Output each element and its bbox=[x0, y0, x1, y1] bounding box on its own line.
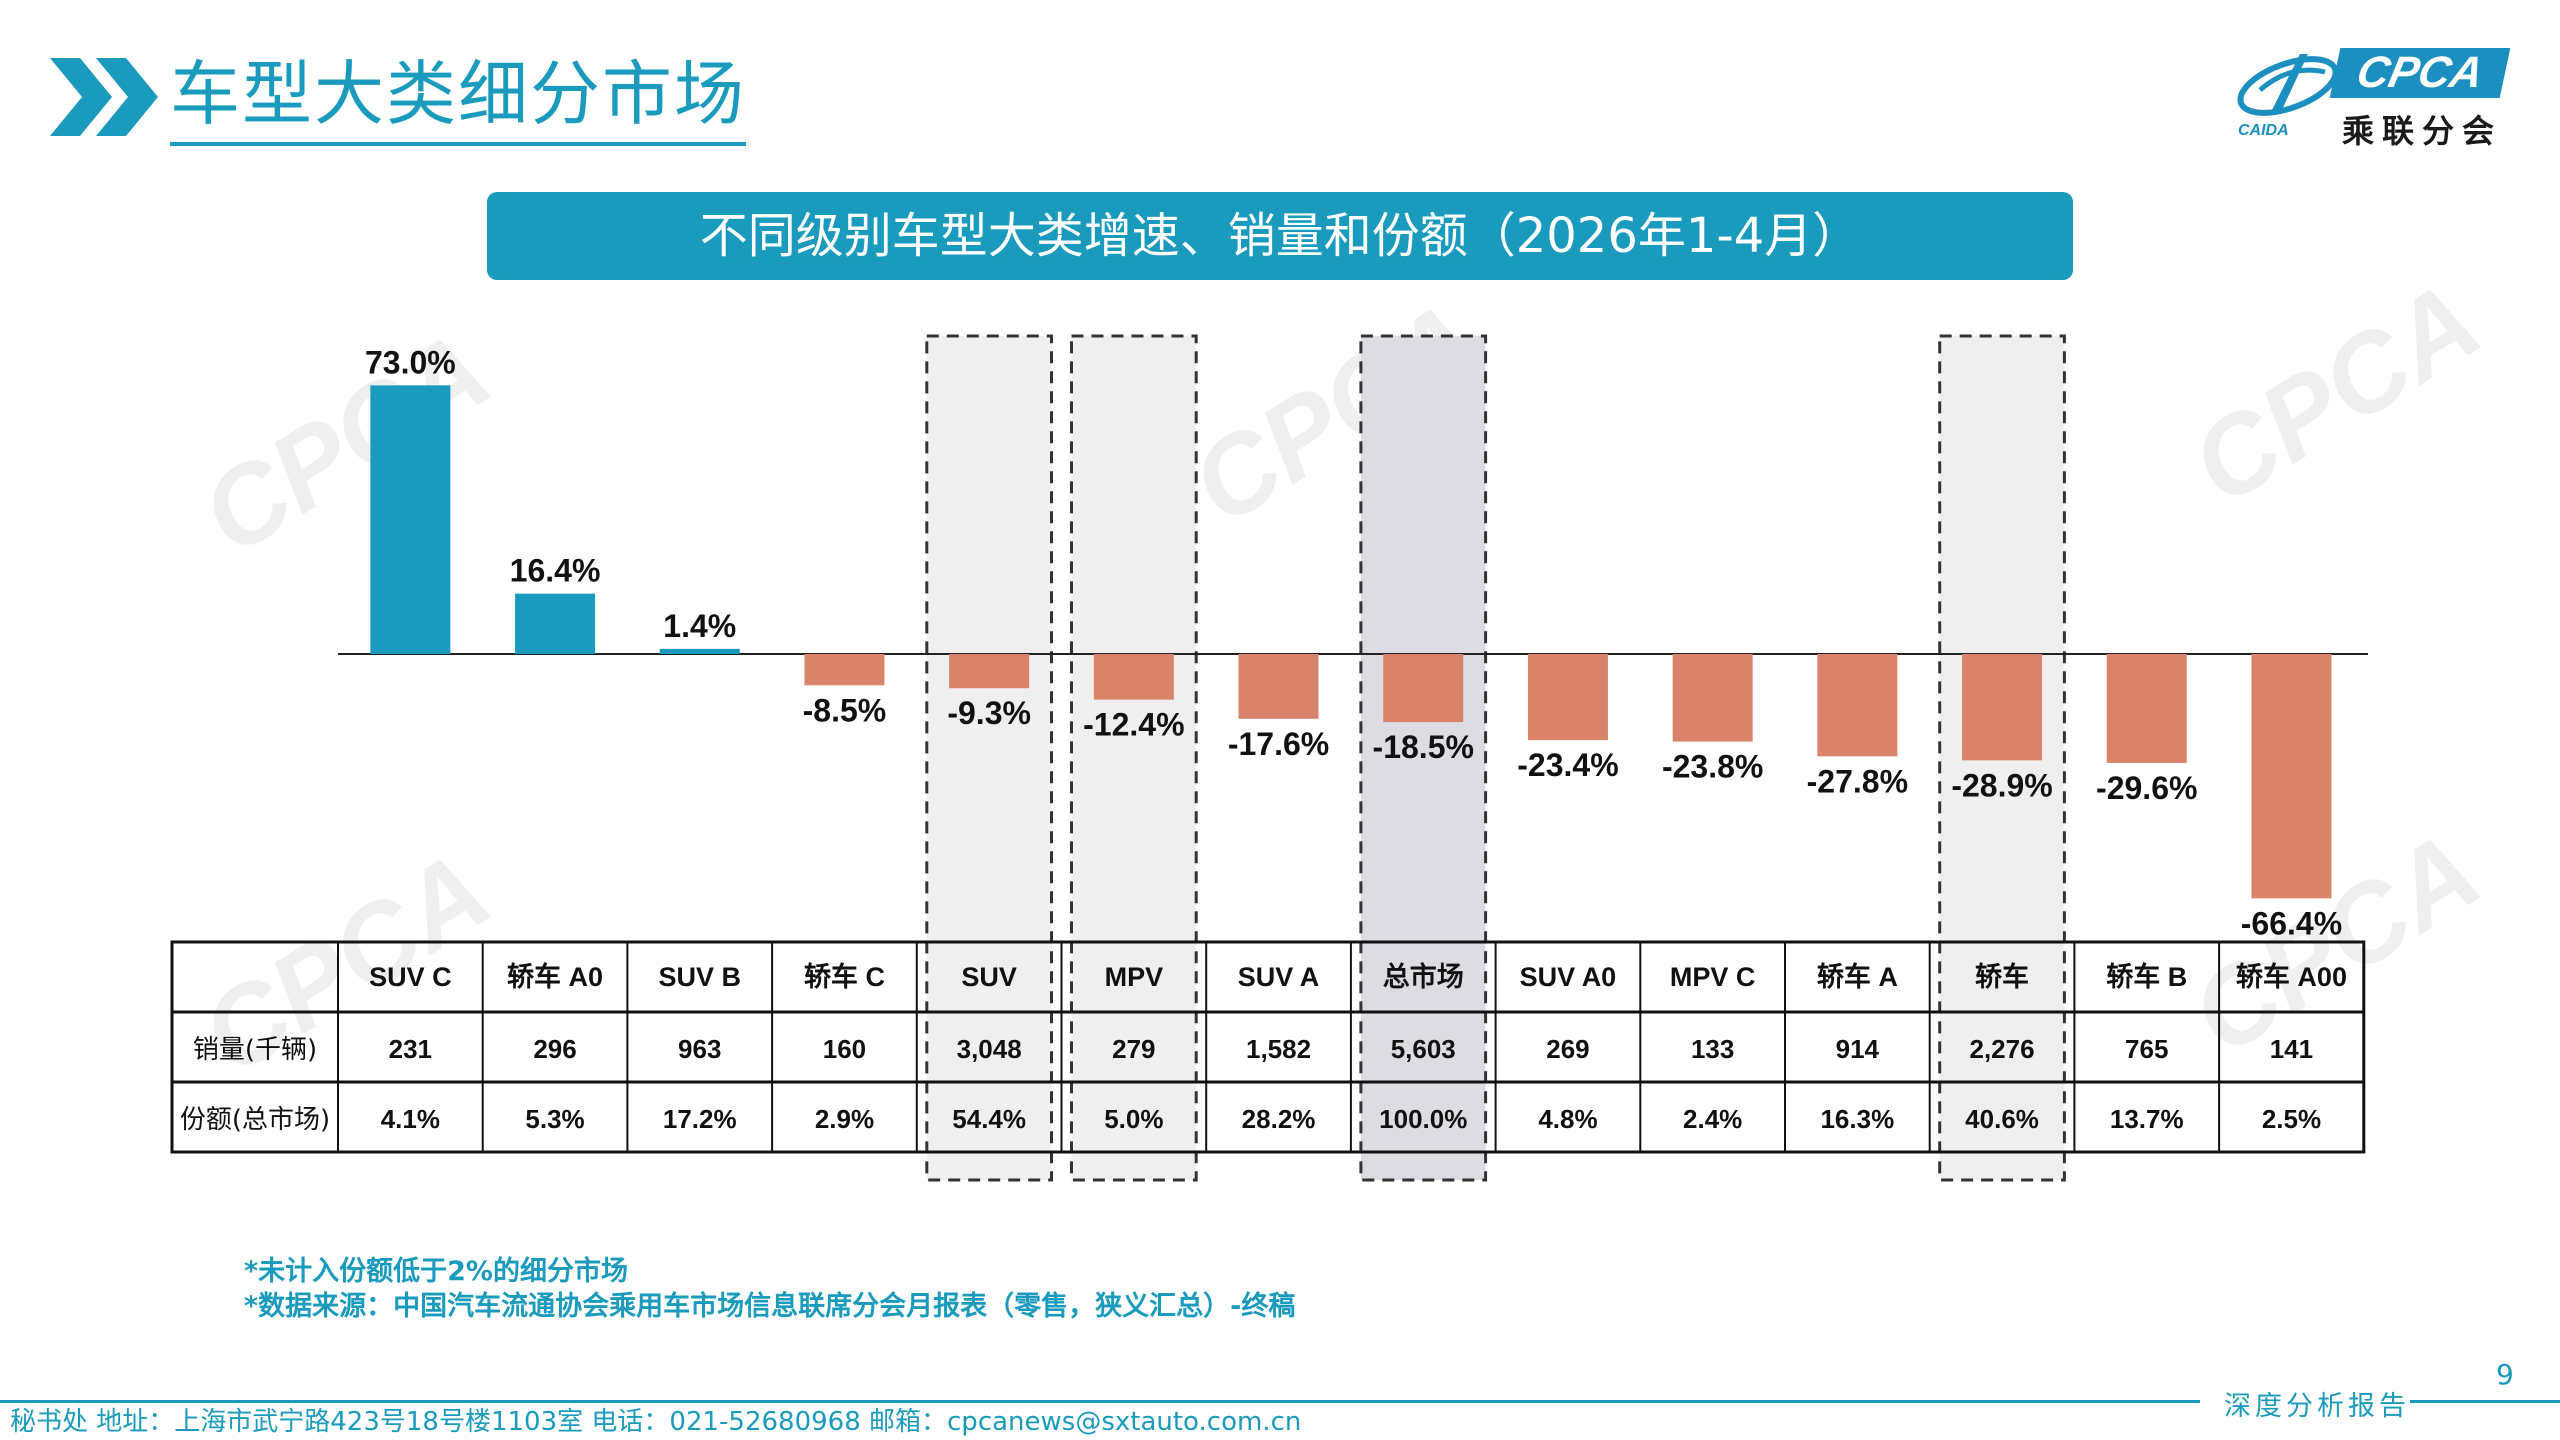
table-cell: 5.0% bbox=[1104, 1104, 1163, 1134]
table-cell: 17.2% bbox=[663, 1104, 737, 1134]
table-cell: 279 bbox=[1112, 1034, 1155, 1064]
table-cell: 28.2% bbox=[1242, 1104, 1316, 1134]
logo-text: CPCA bbox=[2329, 48, 2511, 98]
table-row-label: 份额(总市场) bbox=[180, 1105, 330, 1135]
table-cell: 2.5% bbox=[2262, 1104, 2321, 1134]
watermark: CPCA bbox=[2171, 258, 2501, 529]
data-label: -28.9% bbox=[1951, 767, 2052, 803]
category-label: 轿车 A bbox=[1817, 961, 1898, 992]
footnote: *数据来源：中国汽车流通协会乘用车市场信息联席分会月报表（零售，狭义汇总）-终稿 bbox=[244, 1291, 1296, 1322]
bar bbox=[1817, 654, 1898, 757]
caida-logo-icon bbox=[2237, 54, 2339, 116]
table-cell: 40.6% bbox=[1965, 1104, 2039, 1134]
category-label: 总市场 bbox=[1383, 961, 1464, 992]
category-label: SUV A bbox=[1238, 962, 1320, 992]
bar bbox=[804, 654, 885, 686]
bar bbox=[1527, 654, 1608, 741]
data-label: -17.6% bbox=[1228, 726, 1329, 762]
data-table-border bbox=[170, 940, 2366, 1154]
data-label: 16.4% bbox=[510, 553, 601, 589]
logo-sub: CAIDA bbox=[2238, 122, 2289, 139]
data-label: -12.4% bbox=[1083, 707, 1184, 743]
category-label: 轿车 A0 bbox=[507, 961, 603, 992]
chevron-icon bbox=[50, 58, 158, 136]
table-cell: 5,603 bbox=[1391, 1034, 1456, 1064]
table-cell: 3,048 bbox=[957, 1034, 1022, 1064]
table-cell: 133 bbox=[1691, 1034, 1734, 1064]
bar bbox=[1672, 654, 1753, 742]
data-label: -8.5% bbox=[803, 692, 887, 728]
footnotes: *未计入份额低于2%的细分市场 *数据来源：中国汽车流通协会乘用车市场信息联席分… bbox=[244, 1254, 1295, 1324]
data-label: 1.4% bbox=[663, 608, 736, 644]
chart-banner-title: 不同级别车型大类增速、销量和份额（2026年1-4月） bbox=[487, 192, 2073, 280]
bar bbox=[949, 654, 1030, 689]
table-cell: 914 bbox=[1836, 1034, 1880, 1064]
bar bbox=[2251, 654, 2332, 899]
table-cell: 5.3% bbox=[525, 1104, 584, 1134]
table-cell: 160 bbox=[823, 1034, 866, 1064]
bar bbox=[659, 648, 740, 654]
category-label: MPV bbox=[1105, 962, 1164, 992]
data-label: -18.5% bbox=[1373, 729, 1474, 765]
total-market-highlight bbox=[1359, 334, 1488, 1182]
table-cell: 4.8% bbox=[1538, 1104, 1597, 1134]
table-cell: 2.9% bbox=[815, 1104, 874, 1134]
table-cell: 4.1% bbox=[381, 1104, 440, 1134]
table-cell: 16.3% bbox=[1820, 1104, 1894, 1134]
logo-cn: 乘联分会 bbox=[2342, 112, 2503, 150]
table-cell: 13.7% bbox=[2110, 1104, 2184, 1134]
table-cell: 963 bbox=[678, 1034, 721, 1064]
table-cell: 2.4% bbox=[1683, 1104, 1742, 1134]
data-label: -23.4% bbox=[1517, 747, 1618, 783]
table-cell: 269 bbox=[1546, 1034, 1589, 1064]
table-cell: 765 bbox=[2125, 1034, 2168, 1064]
bar bbox=[515, 593, 596, 654]
category-label: SUV B bbox=[658, 962, 741, 992]
table-cell: 296 bbox=[533, 1034, 576, 1064]
bar bbox=[1962, 654, 2043, 761]
footer-divider bbox=[0, 1400, 2200, 1403]
category-label: 轿车 bbox=[1975, 961, 2029, 992]
data-label: -29.6% bbox=[2096, 770, 2197, 806]
bar bbox=[2106, 654, 2187, 763]
watermark: CPCA bbox=[181, 828, 511, 1099]
category-label: SUV bbox=[961, 962, 1017, 992]
category-label: SUV A0 bbox=[1520, 962, 1617, 992]
table-cell: 2,276 bbox=[1970, 1034, 2035, 1064]
segment-highlight bbox=[925, 334, 1053, 1182]
page-title: 车型大类细分市场 bbox=[170, 46, 746, 146]
page-number: 9 bbox=[2496, 1358, 2514, 1391]
table-cell: 1,582 bbox=[1246, 1034, 1311, 1064]
footer-contact: 秘书处 地址：上海市武宁路423号18号楼1103室 电话：021-526809… bbox=[10, 1407, 1302, 1437]
bar bbox=[1238, 654, 1319, 719]
category-label: 轿车 C bbox=[804, 961, 885, 992]
footer-divider bbox=[2410, 1400, 2560, 1403]
category-label: MPV C bbox=[1670, 962, 1756, 992]
table-cell: 100.0% bbox=[1379, 1104, 1467, 1134]
bar bbox=[1093, 654, 1174, 700]
footnote: *未计入份额低于2%的细分市场 bbox=[244, 1256, 628, 1287]
watermark: CPCA bbox=[1171, 278, 1501, 549]
footer-tag: 深度分析报告 bbox=[2224, 1391, 2410, 1422]
table-cell: 231 bbox=[389, 1034, 432, 1064]
segment-highlight bbox=[1070, 334, 1198, 1182]
data-label: -27.8% bbox=[1807, 763, 1908, 799]
table-cell: 54.4% bbox=[952, 1104, 1026, 1134]
bar bbox=[1383, 654, 1464, 723]
watermark: CPCA bbox=[181, 308, 511, 579]
data-label: -9.3% bbox=[947, 695, 1031, 731]
segment-highlight bbox=[1938, 334, 2066, 1182]
watermark: CPCA bbox=[2171, 808, 2501, 1079]
data-label: -23.8% bbox=[1662, 749, 1763, 785]
cpca-logo: CPCA 乘联分会 CAIDA bbox=[2230, 44, 2520, 154]
